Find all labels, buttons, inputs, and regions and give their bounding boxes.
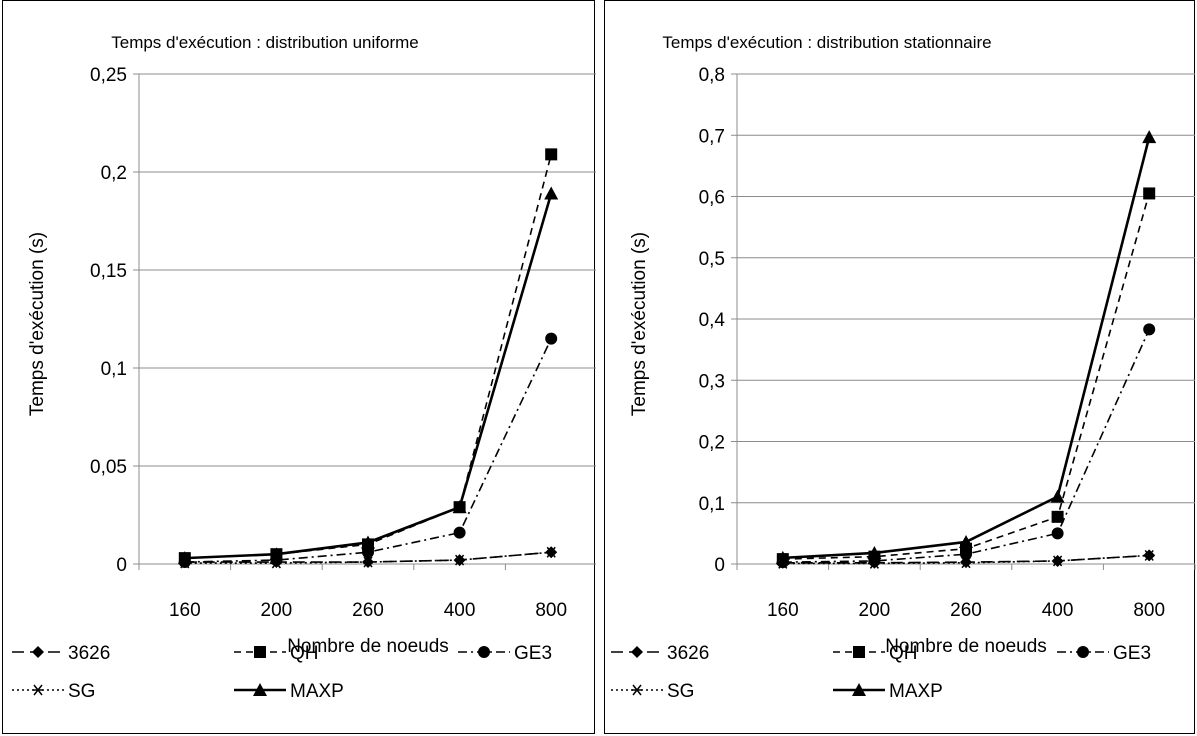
data-point-ge3 [1051,527,1064,540]
legend-label: MAXP [290,681,344,702]
x-tick-label: 200 [261,600,293,621]
x-axis-label: Nombre de noeuds [885,636,1047,657]
legend-label: QH [290,643,319,664]
series-line-ge3 [184,338,552,563]
series-line-qh [782,193,1150,560]
chart-stationnaire: Temps d'exécution : distribution station… [611,33,1196,702]
y-tick-label: 0,8 [699,65,725,86]
series-line-maxp [782,136,1151,560]
x-tick-label: 200 [859,600,891,621]
x-tick-label: 160 [169,600,201,621]
legend-marker [631,646,643,658]
series-line-qh [184,154,552,559]
chart-title: Temps d'exécution : distribution uniform… [111,33,419,52]
data-point-sg [869,557,880,569]
legend-item-ge3: GE3 [1057,643,1151,664]
x-tick-label: 400 [444,600,476,621]
legend-label: 3626 [667,643,709,664]
legend-item-qh: QH [833,643,918,664]
data-point-maxp [269,547,284,561]
legend-marker [32,646,44,658]
data-point-ge3 [1143,323,1156,336]
data-point-sg [454,554,465,566]
legend-item-sg: SG [611,681,694,702]
legend-label: GE3 [514,643,552,664]
data-point-maxp [775,550,790,564]
legend-marker [254,646,266,658]
chart-uniforme: Temps d'exécution : distribution uniform… [12,33,596,702]
y-tick-label: 0 [116,555,127,576]
legend-label: SG [68,681,95,702]
data-point-ge3 [453,526,466,539]
series-line-ge3 [782,329,1150,563]
data-point-maxp [1050,489,1065,503]
x-axis-label: Nombre de noeuds [287,636,449,657]
legend-label: QH [889,643,918,664]
y-tick-label: 0 [714,555,725,576]
legend-label: 3626 [68,643,110,664]
x-tick-label: 260 [352,600,384,621]
y-tick-label: 0,2 [699,433,725,454]
data-point-sg [546,546,557,558]
data-point-maxp [867,545,882,559]
legend-label: MAXP [889,681,943,702]
y-tick-label: 0,1 [699,494,725,515]
x-tick-label: 800 [1133,600,1165,621]
data-point-maxp [452,500,467,514]
data-point-maxp [1142,130,1157,144]
data-point-sg [1052,555,1063,567]
legend-label: GE3 [1113,643,1151,664]
chart-panel-stationnaire: Temps d'exécution : distribution station… [604,0,1196,734]
data-point-qh [1051,510,1064,523]
data-point-maxp [544,186,559,200]
x-tick-label: 260 [950,600,982,621]
x-tick-label: 800 [535,600,567,621]
series-line-sg [782,554,1150,565]
data-point-sg [961,557,971,569]
legend-marker [1077,646,1089,658]
legend-marker [853,646,865,658]
y-axis-label: Temps d'exécution (s) [27,232,48,416]
y-tick-label: 0,2 [101,163,127,184]
legend-item-3626: 3626 [611,643,709,664]
legend-item-maxp: MAXP [833,681,943,702]
data-point-sg [1144,549,1155,561]
chart-panel-uniforme: Temps d'exécution : distribution uniform… [2,0,596,734]
y-axis-label: Temps d'exécution (s) [629,232,650,416]
legend-item-maxp: MAXP [234,681,344,702]
series-line-sg [184,551,552,564]
data-point-maxp [177,551,192,565]
legend-marker [33,684,43,696]
legend-label: SG [667,681,694,702]
y-tick-label: 0,25 [90,65,127,86]
data-point-ge3 [960,548,972,561]
legend-item-3626: 3626 [12,643,110,664]
y-tick-label: 0,6 [699,188,725,209]
legend-marker [253,683,267,696]
data-point-ge3 [545,332,558,345]
chart-title: Temps d'exécution : distribution station… [662,33,991,52]
data-point-qh [1143,187,1156,200]
data-point-maxp [361,535,375,549]
data-point-qh [545,148,558,161]
y-tick-label: 0,1 [101,359,127,380]
legend-marker [478,646,490,658]
series-line-maxp [184,193,553,560]
legend-marker [852,683,866,696]
legend-item-qh: QH [234,643,319,664]
x-tick-label: 160 [767,600,799,621]
y-tick-label: 0,4 [699,310,726,331]
data-point-ge3 [362,546,374,559]
y-tick-label: 0,3 [699,371,725,392]
legend-item-sg: SG [12,681,95,702]
y-tick-label: 0,05 [90,457,127,478]
legend-item-ge3: GE3 [458,643,552,664]
data-point-maxp [959,534,973,548]
y-tick-label: 0,5 [699,249,725,270]
legend-marker [632,684,642,696]
data-point-sg [363,556,373,568]
y-tick-label: 0,15 [90,261,127,282]
y-tick-label: 0,7 [699,126,725,147]
x-tick-label: 400 [1042,600,1074,621]
